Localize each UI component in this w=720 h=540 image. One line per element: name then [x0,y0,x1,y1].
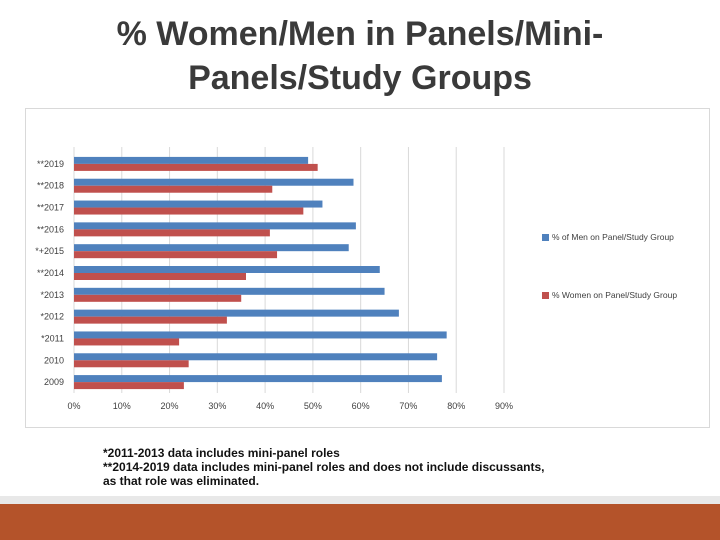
bar-women [74,273,246,280]
legend-label-women: % Women on Panel/Study Group [552,290,677,300]
x-tick-label: 60% [352,401,370,411]
category-label: **2018 [37,181,64,191]
bar-women [74,251,278,259]
bar-men [74,287,385,295]
x-tick-label: 70% [399,401,417,411]
slide-title: % Women/Men in Panels/Mini- Panels/Study… [0,12,720,100]
bar-women [74,382,184,390]
legend-swatch-men [542,234,549,241]
x-tick-label: 90% [495,401,513,411]
bar-women [74,338,180,346]
x-tick-label: 40% [256,401,274,411]
bar-men [74,375,442,383]
x-tick-label: 30% [208,401,226,411]
footer-accent-bar [0,504,720,540]
chart-frame: 0% 10% 20% 30% 40% 50% 60% 70% 80% 90% **2019 **201… [25,108,710,428]
x-tick-label: 80% [447,401,465,411]
title-line-1-text: Women/Men in Panels/Mini- [156,15,604,53]
bar-men [74,353,438,361]
x-tick-label: 0% [67,401,80,411]
x-tick-label: 20% [161,401,179,411]
legend-swatch-women [542,292,549,299]
bar-men [74,178,354,186]
category-label: **2017 [37,203,64,213]
bar-women [74,229,270,237]
bar-men [74,309,399,317]
category-label: *2011 [41,333,64,343]
footnotes: *2011-2013 data includes mini-panel role… [103,446,663,488]
x-tick-label: 10% [113,401,131,411]
category-label: **2019 [37,159,64,169]
x-tick-label: 50% [304,401,322,411]
category-label: 2010 [44,355,64,365]
bar-women [74,185,273,193]
footnote-3: as that role was eliminated. [103,474,260,488]
title-line-1: % Women/Men in Panels/Mini- [0,12,720,56]
bar-chart: 0% 10% 20% 30% 40% 50% 60% 70% 80% 90% **2019 **201… [35,147,677,411]
category-label: *2012 [40,312,64,322]
title-line-2: Panels/Study Groups [188,59,532,97]
bar-women [74,294,242,302]
footnote-1: *2011-2013 data includes mini-panel role… [103,446,340,460]
legend-label-men: % of Men on Panel/Study Group [552,232,674,242]
bar-men [74,266,380,273]
category-label: *2013 [40,290,64,300]
bar-men [74,331,447,339]
bar-men [74,222,356,230]
bar-women [74,316,227,324]
category-label: *+2015 [35,246,64,256]
footer-accent-stripe [0,496,720,504]
bar-women [74,360,189,368]
bar-men [74,244,349,252]
bar-men [74,200,323,208]
category-label: **2016 [37,224,64,234]
bar-women [74,207,304,215]
category-label: **2014 [37,268,64,278]
footnote-2: **2014-2019 data includes mini-panel rol… [103,460,545,474]
bar-women [74,163,318,171]
bar-men [74,156,309,164]
title-percent-sign: % [116,15,157,53]
category-label: 2009 [44,377,64,387]
